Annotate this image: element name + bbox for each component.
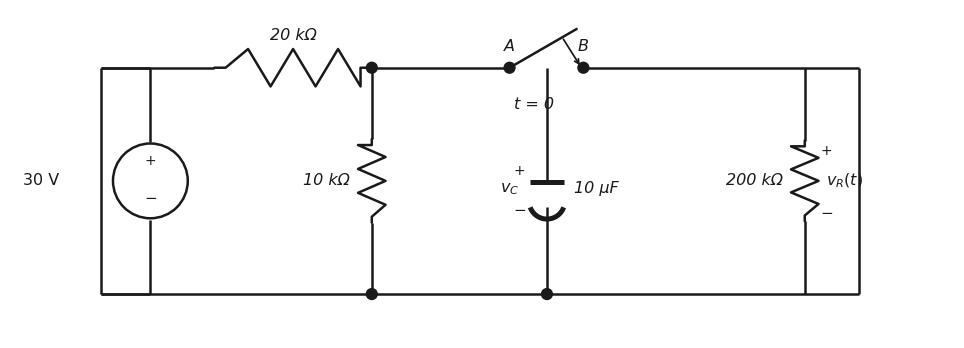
Text: 200 kΩ: 200 kΩ	[726, 173, 783, 188]
Text: t = 0: t = 0	[515, 97, 554, 112]
Text: 20 kΩ: 20 kΩ	[270, 28, 316, 43]
Circle shape	[366, 288, 377, 300]
Text: −: −	[144, 191, 157, 206]
Circle shape	[542, 288, 552, 300]
Text: +: +	[820, 144, 832, 158]
Text: 10 μF: 10 μF	[575, 181, 619, 196]
Text: −: −	[820, 206, 833, 221]
Text: +: +	[514, 164, 525, 178]
Text: $v_C$: $v_C$	[500, 181, 520, 197]
Text: −: −	[513, 203, 525, 218]
Text: 10 kΩ: 10 kΩ	[304, 173, 350, 188]
Text: $v_R(t)$: $v_R(t)$	[826, 172, 864, 190]
Circle shape	[504, 62, 515, 73]
Text: +: +	[145, 154, 156, 168]
Text: A: A	[504, 39, 515, 54]
Text: 30 V: 30 V	[22, 173, 59, 188]
Circle shape	[366, 62, 377, 73]
Circle shape	[578, 62, 589, 73]
Text: B: B	[577, 39, 589, 54]
